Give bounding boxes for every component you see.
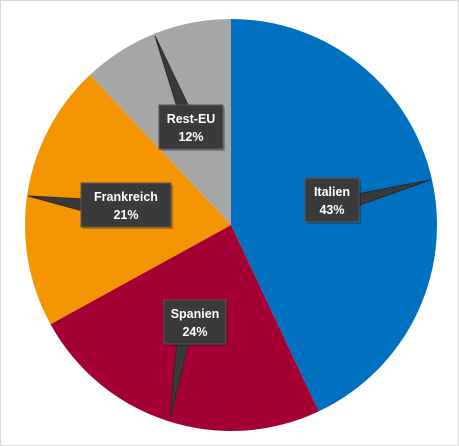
slice-percentage: 12%: [178, 130, 203, 144]
callout-box: [304, 177, 360, 223]
slice-percentage: 24%: [182, 325, 207, 339]
pie-callouts: Italien 43% Spanien 24% Frankreich 21% Rest-EU…: [27, 35, 431, 419]
slice-label: Rest-EU: [167, 112, 216, 126]
callout-box: [163, 299, 227, 345]
callout-box: [80, 182, 172, 228]
callout-rest-eu: Rest-EU 12%: [154, 35, 225, 151]
slice-label: Spanien: [171, 307, 220, 321]
callout-box: [158, 104, 224, 150]
slice-percentage: 21%: [113, 208, 138, 222]
slice-label: Frankreich: [94, 190, 158, 204]
callout-italien: Italien 43%: [304, 177, 431, 224]
callout-spanien: Spanien 24%: [163, 299, 228, 419]
slice-percentage: 43%: [319, 203, 344, 217]
slice-label: Italien: [314, 185, 350, 199]
callout-frankreich: Frankreich 21%: [27, 182, 173, 229]
